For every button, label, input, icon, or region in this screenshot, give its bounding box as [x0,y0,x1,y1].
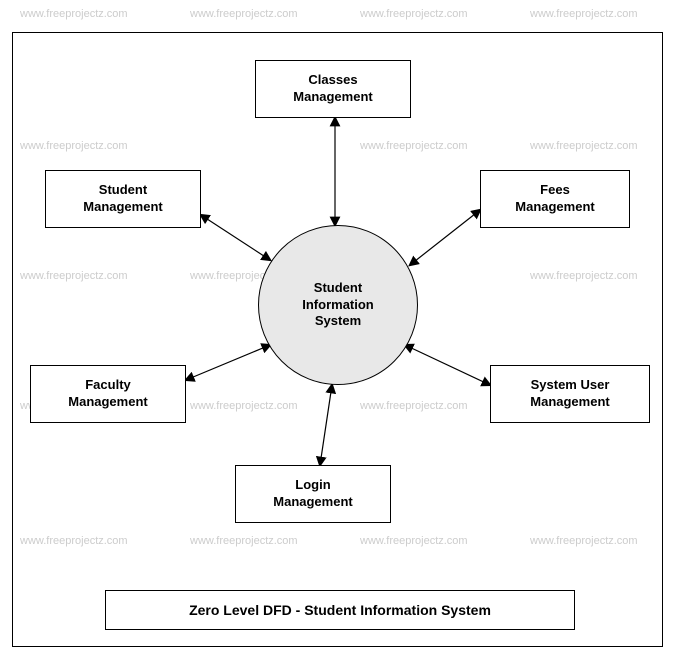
entity-label: StudentManagement [83,182,162,216]
entity-label: ClassesManagement [293,72,372,106]
center-label: StudentInformationSystem [302,280,374,331]
watermark-text: www.freeprojectz.com [530,8,638,20]
entity-fees: FeesManagement [480,170,630,228]
entity-student: StudentManagement [45,170,201,228]
diagram-title-box: Zero Level DFD - Student Information Sys… [105,590,575,630]
entity-label: LoginManagement [273,477,352,511]
watermark-text: www.freeprojectz.com [190,8,298,20]
watermark-text: www.freeprojectz.com [360,8,468,20]
watermark-text: www.freeprojectz.com [20,8,128,20]
entity-label: System UserManagement [530,377,609,411]
diagram-title: Zero Level DFD - Student Information Sys… [189,602,491,618]
entity-classes: ClassesManagement [255,60,411,118]
entity-label: FacultyManagement [68,377,147,411]
center-process: StudentInformationSystem [258,225,418,385]
entity-login: LoginManagement [235,465,391,523]
entity-label: FeesManagement [515,182,594,216]
entity-faculty: FacultyManagement [30,365,186,423]
entity-systemuser: System UserManagement [490,365,650,423]
